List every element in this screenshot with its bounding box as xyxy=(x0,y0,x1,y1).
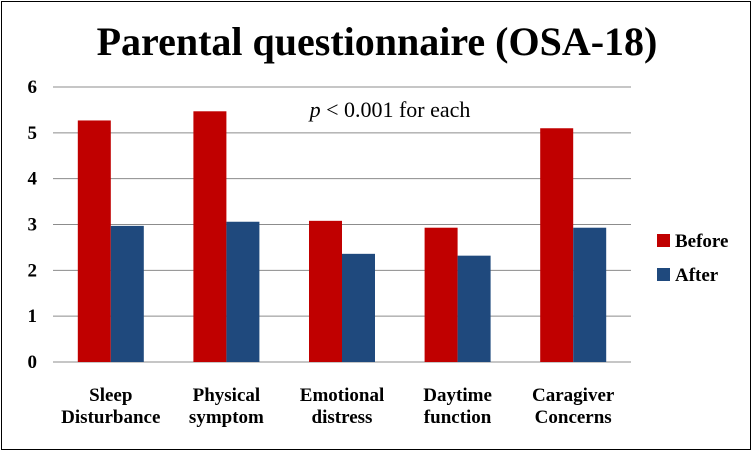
x-category-label: Physical symptom xyxy=(189,385,264,428)
y-tick-label: 5 xyxy=(28,123,38,144)
bar-after-1 xyxy=(226,221,260,362)
x-category-label-line: Sleep xyxy=(89,385,132,406)
chart-title: Parental questionnaire (OSA-18) xyxy=(97,19,658,64)
p-value-text: < 0.001 for each xyxy=(321,97,471,122)
x-category-label-line: distress xyxy=(312,407,373,428)
x-category-label-line: Daytime xyxy=(423,385,492,406)
y-tick-label: 1 xyxy=(28,306,38,327)
bar-after-4 xyxy=(573,227,607,362)
bar-before-2 xyxy=(309,220,342,362)
x-category-label-line: Disturbance xyxy=(61,407,160,428)
x-category-label: Caragiver Concerns xyxy=(532,385,615,428)
legend-swatch-after xyxy=(657,268,670,281)
legend-label-before: Before xyxy=(675,231,728,252)
x-category-label-line: Caragiver xyxy=(532,385,615,406)
bar-before-3 xyxy=(424,227,458,362)
bar-before-4 xyxy=(540,128,574,362)
x-axis-labels: Sleep Disturbance Physical symptom Emotional… xyxy=(61,385,615,428)
x-category-label: Emotional distress xyxy=(300,385,384,428)
x-category-label-line: function xyxy=(424,407,492,428)
gridlines xyxy=(53,86,631,363)
bar-before-1 xyxy=(193,111,227,363)
y-tick-label: 6 xyxy=(28,77,38,98)
legend: Before After xyxy=(657,231,728,286)
bar-after-0 xyxy=(110,225,144,362)
x-category-label: Sleep Disturbance xyxy=(61,385,160,428)
x-category-label: Daytime function xyxy=(423,385,492,428)
y-tick-label: 2 xyxy=(28,260,38,281)
legend-label-after: After xyxy=(675,265,719,286)
x-category-label-line: Emotional xyxy=(300,385,384,406)
bar-before-0 xyxy=(77,120,111,362)
bar-after-3 xyxy=(457,255,491,362)
y-axis-ticks: 0 1 2 3 4 5 6 xyxy=(28,77,38,373)
bars xyxy=(77,111,607,363)
p-value-annotation: p < 0.001 for each xyxy=(308,97,471,122)
y-tick-label: 0 xyxy=(28,352,38,373)
legend-swatch-before xyxy=(657,234,670,247)
y-tick-label: 3 xyxy=(28,215,38,236)
x-category-label-line: Physical xyxy=(193,385,261,406)
x-category-label-line: symptom xyxy=(189,407,264,428)
x-category-label-line: Concerns xyxy=(535,407,612,428)
bar-after-2 xyxy=(342,253,375,362)
y-tick-label: 4 xyxy=(28,169,38,190)
p-value-italic-p: p xyxy=(308,97,321,122)
